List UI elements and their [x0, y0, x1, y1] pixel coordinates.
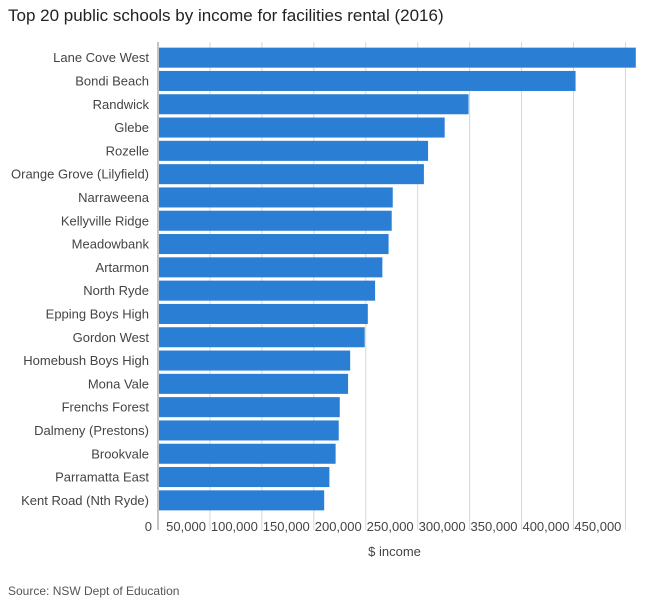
bar — [159, 117, 445, 138]
x-tick-label: 400,000 — [522, 519, 569, 534]
category-label: Brookvale — [91, 446, 149, 461]
bar — [159, 420, 339, 441]
x-tick-label: 100,000 — [211, 519, 258, 534]
source-note: Source: NSW Dept of Education — [8, 584, 180, 598]
category-label: Dalmeny (Prestons) — [34, 423, 149, 438]
bar — [159, 234, 389, 255]
bar — [159, 397, 340, 418]
bar — [159, 280, 376, 301]
category-label: Homebush Boys High — [23, 353, 149, 368]
x-axis-label: $ income — [368, 544, 421, 559]
bar — [159, 187, 393, 208]
category-label: Glebe — [114, 120, 149, 135]
bar — [159, 443, 336, 464]
x-tick-label: 300,000 — [419, 519, 466, 534]
bar — [159, 47, 636, 68]
bar — [159, 210, 392, 231]
category-label: Epping Boys High — [46, 306, 149, 321]
category-label: Kent Road (Nth Ryde) — [21, 493, 149, 508]
bar — [159, 70, 576, 91]
bar — [159, 490, 325, 511]
x-tick-labels: 0 50,000 100,000 150,000 200,000 250,000 300,0… — [145, 519, 622, 534]
bar — [159, 350, 351, 371]
category-label: Bondi Beach — [75, 73, 149, 88]
x-tick-label: 350,000 — [471, 519, 518, 534]
x-tick-label: 150,000 — [263, 519, 310, 534]
category-label: Frenchs Forest — [62, 400, 150, 415]
bars — [159, 47, 636, 511]
x-tick-label: 50,000 — [166, 519, 206, 534]
bar — [159, 257, 383, 278]
x-tick-label: 200,000 — [315, 519, 362, 534]
bar — [159, 467, 330, 488]
bar — [159, 327, 365, 348]
category-label: Mona Vale — [88, 376, 149, 391]
bar — [159, 303, 368, 324]
x-tick-label: 250,000 — [367, 519, 414, 534]
category-labels: Lane Cove West Bondi Beach Randwick Glebe Ro… — [11, 50, 150, 508]
category-label: Narraweena — [78, 190, 150, 205]
category-label: North Ryde — [83, 283, 149, 298]
bar — [159, 94, 469, 115]
category-label: Gordon West — [73, 330, 150, 345]
chart-title: Top 20 public schools by income for faci… — [8, 6, 444, 25]
category-label: Artarmon — [96, 260, 149, 275]
category-label: Parramatta East — [55, 470, 149, 485]
x-tick-label: 450,000 — [574, 519, 621, 534]
category-label: Kellyville Ridge — [61, 213, 149, 228]
category-label: Rozelle — [106, 143, 149, 158]
category-label: Meadowbank — [72, 237, 150, 252]
bar — [159, 164, 424, 185]
bar — [159, 140, 429, 161]
category-label: Lane Cove West — [53, 50, 149, 65]
category-label: Orange Grove (Lilyfield) — [11, 167, 149, 182]
bar — [159, 373, 349, 394]
x-tick-label: 0 — [145, 519, 152, 534]
category-label: Randwick — [93, 97, 150, 112]
